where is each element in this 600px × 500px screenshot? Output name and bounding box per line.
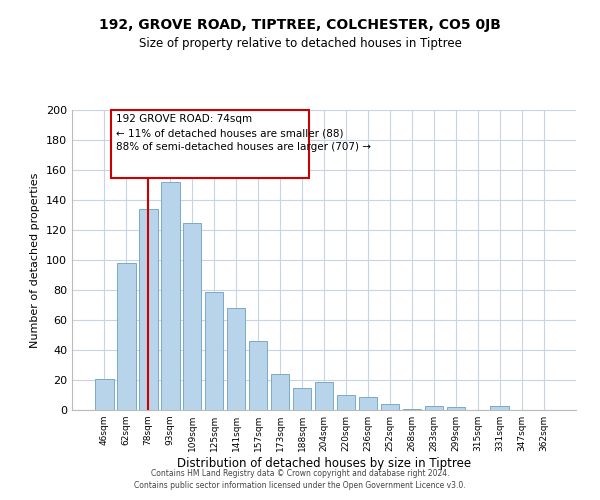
Bar	[161, 182, 179, 410]
Y-axis label: Number of detached properties: Number of detached properties	[31, 172, 40, 348]
Bar	[249, 341, 268, 410]
Bar	[359, 396, 377, 410]
Bar	[425, 406, 443, 410]
X-axis label: Distribution of detached houses by size in Tiptree: Distribution of detached houses by size …	[177, 457, 471, 470]
Text: Size of property relative to detached houses in Tiptree: Size of property relative to detached ho…	[139, 38, 461, 51]
Text: 192 GROVE ROAD: 74sqm
← 11% of detached houses are smaller (88)
88% of semi-deta: 192 GROVE ROAD: 74sqm ← 11% of detached …	[116, 114, 371, 152]
Bar	[293, 388, 311, 410]
Bar	[205, 292, 223, 410]
Text: 192, GROVE ROAD, TIPTREE, COLCHESTER, CO5 0JB: 192, GROVE ROAD, TIPTREE, COLCHESTER, CO…	[99, 18, 501, 32]
Bar	[403, 408, 421, 410]
Text: Contains public sector information licensed under the Open Government Licence v3: Contains public sector information licen…	[134, 481, 466, 490]
Bar	[380, 404, 399, 410]
Bar	[227, 308, 245, 410]
Bar	[446, 407, 465, 410]
Bar	[490, 406, 509, 410]
Bar	[139, 209, 158, 410]
Bar	[183, 222, 202, 410]
Bar	[117, 263, 136, 410]
FancyBboxPatch shape	[111, 110, 308, 178]
Bar	[337, 395, 355, 410]
Bar	[95, 378, 113, 410]
Bar	[314, 382, 334, 410]
Text: Contains HM Land Registry data © Crown copyright and database right 2024.: Contains HM Land Registry data © Crown c…	[151, 468, 449, 477]
Bar	[271, 374, 289, 410]
